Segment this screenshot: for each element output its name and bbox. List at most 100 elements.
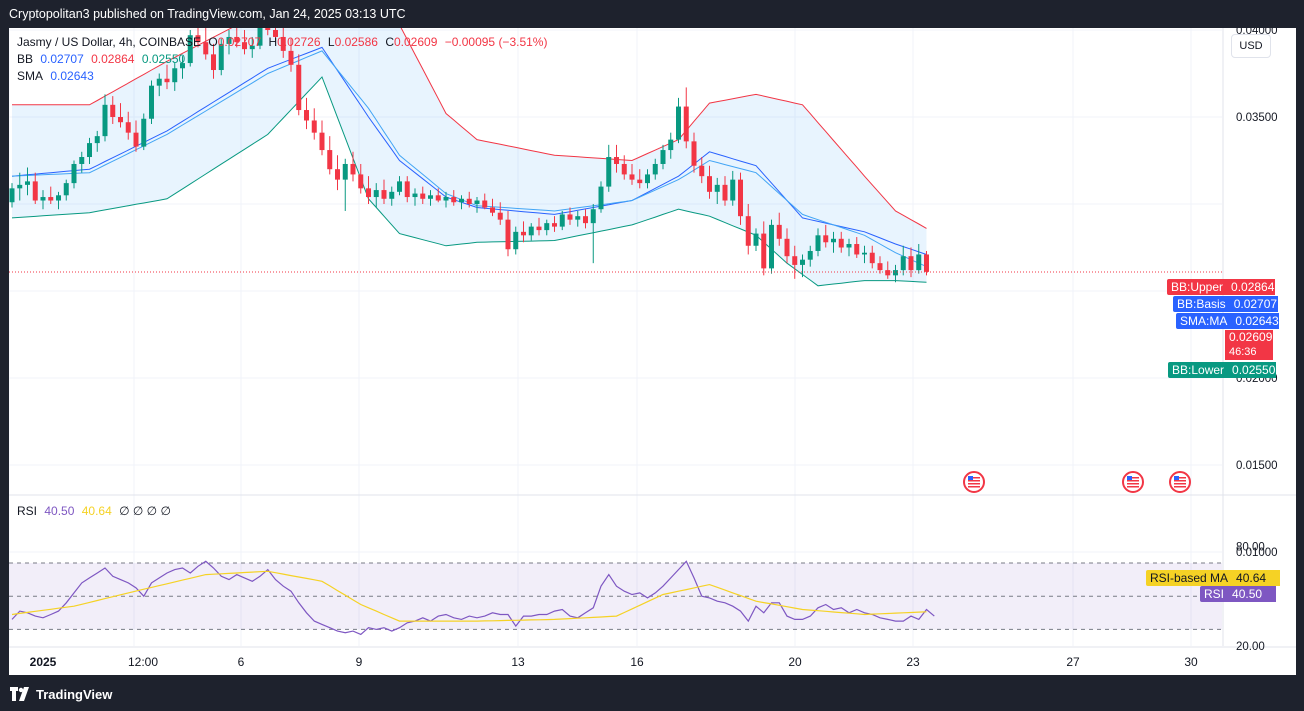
candle-body[interactable] (908, 256, 914, 271)
candle-body[interactable] (722, 184, 728, 201)
candle-body[interactable] (567, 214, 573, 220)
candle-body[interactable] (319, 132, 325, 151)
candle-body[interactable] (807, 250, 813, 260)
candle-body[interactable] (583, 216, 588, 224)
candle-body[interactable] (505, 219, 511, 250)
chart-canvas[interactable]: 0.055000.050000.045000.040000.035000.020… (8, 0, 1296, 675)
candle-body[interactable] (776, 224, 782, 239)
currency-button[interactable]: USD (1231, 34, 1271, 58)
candle-body[interactable] (180, 63, 185, 69)
candle-body[interactable] (490, 207, 495, 213)
candle-body[interactable] (885, 270, 891, 276)
candle-body[interactable] (118, 117, 123, 123)
candle-body[interactable] (273, 30, 278, 37)
rsi-ma-line[interactable] (11, 570, 927, 622)
candle-body[interactable] (862, 252, 867, 255)
candle-body[interactable] (513, 231, 519, 250)
candle-body[interactable] (79, 157, 85, 164)
bb-upper-line[interactable] (12, 0, 927, 229)
candle-body[interactable] (528, 226, 534, 236)
candle-body[interactable] (769, 224, 774, 269)
candle-body[interactable] (17, 184, 23, 189)
candle-body[interactable] (211, 54, 216, 71)
candle-body[interactable] (226, 36, 232, 44)
candle-body[interactable] (242, 42, 247, 50)
sma-legend[interactable]: SMA 0.02643 (17, 69, 98, 83)
candle-body[interactable] (358, 174, 364, 189)
candle-body[interactable] (645, 174, 650, 184)
candle-body[interactable] (575, 216, 581, 220)
candle-body[interactable] (877, 263, 883, 271)
candle-body[interactable] (614, 157, 619, 164)
candle-body[interactable] (784, 238, 790, 257)
candle-body[interactable] (389, 191, 395, 199)
candle-body[interactable] (32, 181, 38, 201)
candle-body[interactable] (133, 132, 139, 147)
candle-body[interactable] (187, 35, 193, 64)
us-flag-icon[interactable] (1122, 471, 1144, 493)
candle-body[interactable] (296, 64, 302, 111)
candle-body[interactable] (536, 226, 542, 231)
candle-body[interactable] (304, 110, 309, 121)
candle-body[interactable] (652, 163, 658, 175)
bb-lower-line[interactable] (11, 76, 927, 287)
candle-body[interactable] (102, 104, 108, 137)
candle-body[interactable] (172, 68, 178, 83)
candle-body[interactable] (900, 256, 906, 271)
candle-body[interactable] (854, 244, 860, 255)
candle-body[interactable] (869, 252, 875, 264)
candle-body[interactable] (110, 104, 116, 117)
candle-body[interactable] (559, 214, 565, 227)
candle-body[interactable] (234, 36, 240, 43)
candle-body[interactable] (831, 238, 836, 243)
candle-body[interactable] (482, 200, 488, 208)
candle-body[interactable] (373, 190, 379, 198)
candle-body[interactable] (327, 150, 333, 170)
candle-body[interactable] (521, 231, 526, 236)
candle-body[interactable] (311, 120, 317, 133)
candle-body[interactable] (381, 190, 387, 199)
candle-body[interactable] (203, 42, 209, 55)
candle-body[interactable] (141, 118, 147, 147)
candle-body[interactable] (9, 188, 15, 203)
candle-body[interactable] (249, 45, 255, 50)
candle-body[interactable] (738, 179, 743, 217)
candle-body[interactable] (257, 23, 263, 46)
candle-body[interactable] (404, 181, 410, 198)
candle-body[interactable] (893, 270, 898, 276)
candle-body[interactable] (838, 238, 844, 248)
candle-body[interactable] (420, 193, 426, 199)
candle-body[interactable] (552, 223, 557, 227)
candle-body[interactable] (497, 212, 503, 220)
candle-body[interactable] (94, 136, 100, 144)
candle-body[interactable] (846, 244, 852, 248)
candle-body[interactable] (730, 179, 736, 201)
candle-body[interactable] (621, 163, 627, 175)
candle-body[interactable] (125, 122, 131, 133)
candle-body[interactable] (63, 183, 69, 196)
candle-body[interactable] (265, 23, 271, 30)
candle-body[interactable] (149, 85, 154, 119)
us-flag-icon[interactable] (1169, 471, 1191, 493)
candle-body[interactable] (40, 197, 46, 201)
candle-body[interactable] (590, 209, 596, 224)
candle-body[interactable] (699, 165, 705, 177)
candle-body[interactable] (87, 143, 92, 158)
candle-body[interactable] (761, 233, 767, 269)
candle-body[interactable] (691, 141, 697, 166)
footer-brand[interactable]: TradingView (10, 683, 112, 705)
candle-body[interactable] (195, 35, 201, 43)
candle-body[interactable] (676, 106, 681, 140)
candle-body[interactable] (48, 197, 54, 201)
candle-body[interactable] (71, 163, 77, 184)
candle-body[interactable] (629, 174, 635, 180)
candle-body[interactable] (218, 43, 224, 71)
candle-body[interactable] (397, 181, 402, 192)
candle-body[interactable] (25, 181, 30, 185)
bb-legend[interactable]: BB 0.02707 0.02864 0.02550 (17, 52, 189, 66)
chart-panel[interactable]: 0.055000.050000.045000.040000.035000.020… (8, 0, 1296, 675)
candle-body[interactable] (164, 78, 170, 83)
candle-body[interactable] (637, 179, 643, 184)
candle-body[interactable] (707, 176, 712, 192)
candle-body[interactable] (924, 254, 929, 272)
